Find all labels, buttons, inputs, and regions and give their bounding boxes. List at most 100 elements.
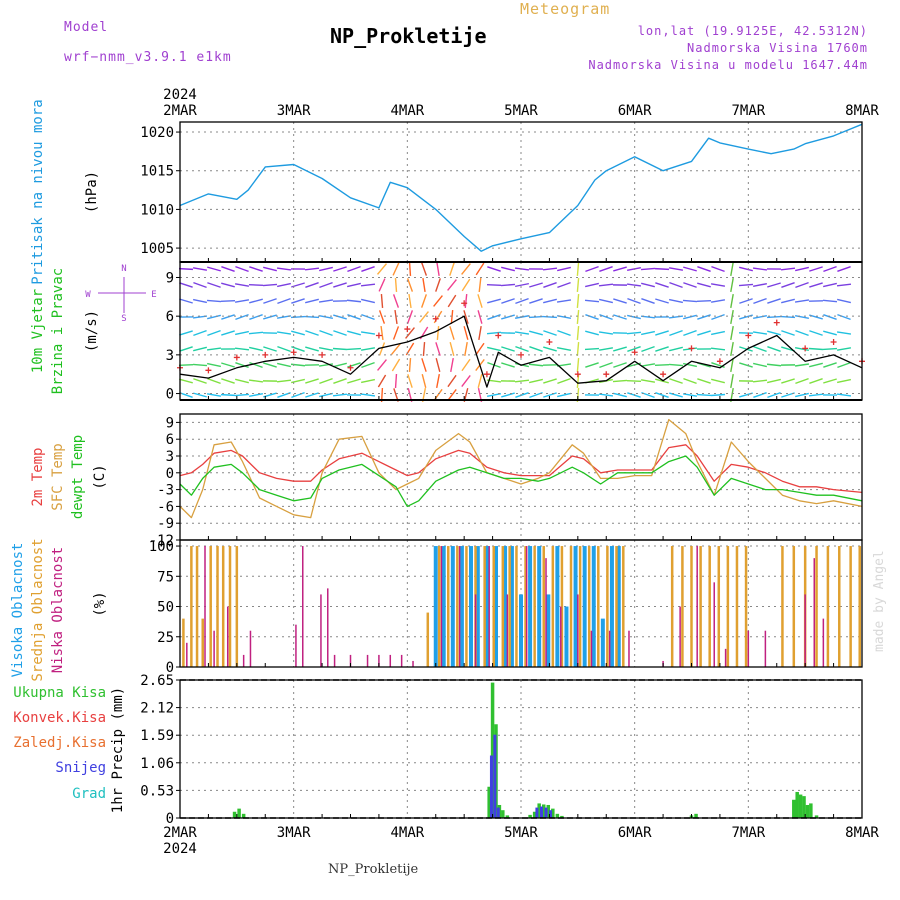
y-tick-label: 0 <box>166 811 174 827</box>
y-tick-label: 1.06 <box>140 756 174 772</box>
wind-arrow <box>394 309 398 325</box>
precip-bar <box>792 799 796 818</box>
wind-arrow <box>436 373 440 389</box>
cloud-bar <box>441 546 446 667</box>
wind-arrow <box>711 330 725 336</box>
wind-arrow <box>599 266 613 272</box>
y-tick-label: 2.12 <box>140 701 174 717</box>
wind-arrow <box>179 330 193 336</box>
wind-arrow <box>221 282 235 288</box>
wind-arrow <box>207 329 221 337</box>
cloud-bar <box>744 546 748 667</box>
cloud-ylabel-high: Visoka Oblacnost <box>10 543 26 678</box>
wind-arrow <box>435 358 441 372</box>
wind-arrow <box>305 392 319 398</box>
wind-arrow <box>738 283 754 287</box>
wind-arrow <box>837 313 851 321</box>
wind-arrow <box>318 346 334 352</box>
wind-arrow <box>333 314 347 320</box>
wind-arrow <box>360 378 376 384</box>
wind-arrow <box>823 362 837 368</box>
wind-arrow <box>683 377 697 385</box>
wind-arrow <box>655 392 669 398</box>
wind-arrow <box>478 325 482 341</box>
footer-station: NP_Prokletije <box>328 862 419 877</box>
wind-arrow <box>235 313 249 321</box>
wind-arrow <box>447 388 457 402</box>
wind-arrow <box>249 266 263 272</box>
cloud-bar <box>493 546 498 667</box>
wind-arrow <box>823 282 837 288</box>
cloud-bar <box>459 546 464 667</box>
wind-arrow <box>654 363 670 367</box>
wind-arrow <box>291 391 305 399</box>
wind-arrow <box>795 377 809 385</box>
precip-bar <box>541 804 546 818</box>
wind-arrow <box>318 299 334 303</box>
wind-arrow <box>193 392 207 398</box>
wind-arrow <box>433 388 443 402</box>
axis-labels: 2MAR 2MAR 3MAR 3MAR 4MAR 4MAR 5MAR 5MAR 6MAR 6MAR… <box>10 87 879 857</box>
wind-arrow <box>477 294 483 308</box>
cloud-bar <box>235 546 239 667</box>
pressure-line <box>179 123 863 252</box>
wind-arrow <box>641 345 655 353</box>
wind-arrow <box>585 314 599 320</box>
wind-arrow <box>514 315 530 319</box>
wind-arrow <box>557 377 571 385</box>
time-tick-bottom: 6MAR <box>618 825 652 841</box>
wind-arrow <box>730 261 734 277</box>
wind-arrow <box>304 267 320 271</box>
wind-arrow <box>641 282 655 288</box>
wind-arrow <box>529 378 543 384</box>
cloud-bar <box>509 546 514 667</box>
wind-arrow <box>249 298 263 304</box>
wind-arrow <box>794 363 810 367</box>
cloud-bar <box>503 546 508 667</box>
wind-arrow <box>794 346 810 352</box>
cloud-bar <box>515 546 518 667</box>
wind-arrow <box>346 299 362 303</box>
compass-e: E <box>151 290 156 300</box>
wind-arrow <box>528 363 544 367</box>
wind-arrow <box>461 278 471 292</box>
cloud-bar <box>699 546 702 667</box>
wind-arrow <box>447 294 457 308</box>
time-tick-top: 2MAR <box>163 103 197 119</box>
cloud-bar <box>468 546 473 667</box>
cloud-bar <box>201 618 204 667</box>
wind-arrow <box>263 266 277 272</box>
wind-arrow <box>683 362 697 368</box>
wind-arrow <box>249 314 263 320</box>
y-tick-label: 0 <box>166 466 174 482</box>
wind-arrow <box>543 298 557 304</box>
wind-arrow <box>407 374 413 388</box>
wind-arrow <box>613 266 627 272</box>
gust-marker <box>483 371 490 378</box>
wind-arrow <box>221 362 235 368</box>
wind-arrow <box>263 298 277 304</box>
wind-arrow <box>794 315 810 319</box>
cloud-bar <box>564 606 569 667</box>
y-tick-label: 25 <box>157 630 174 646</box>
wind-arrow <box>655 346 669 352</box>
wind-arrow <box>627 392 641 398</box>
cloud-bar <box>582 546 587 667</box>
compass-icon <box>98 277 146 313</box>
wind-arrow <box>305 330 319 336</box>
wind-arrow <box>697 282 711 288</box>
wind-arrow <box>361 361 375 369</box>
cloud-bar <box>190 546 193 667</box>
gust-marker <box>432 315 439 322</box>
wind-arrow <box>696 393 712 397</box>
cloud-bar <box>209 546 212 667</box>
wind-arrow <box>780 267 796 271</box>
wind-arrow <box>477 310 483 324</box>
wind-arrow <box>557 329 571 337</box>
wind-arrow <box>235 265 249 273</box>
precip-bar <box>493 734 497 818</box>
cloud-bar <box>804 594 806 667</box>
cloud-bar <box>781 546 784 667</box>
cloud-bar <box>537 546 542 667</box>
wind-arrow <box>475 342 485 356</box>
